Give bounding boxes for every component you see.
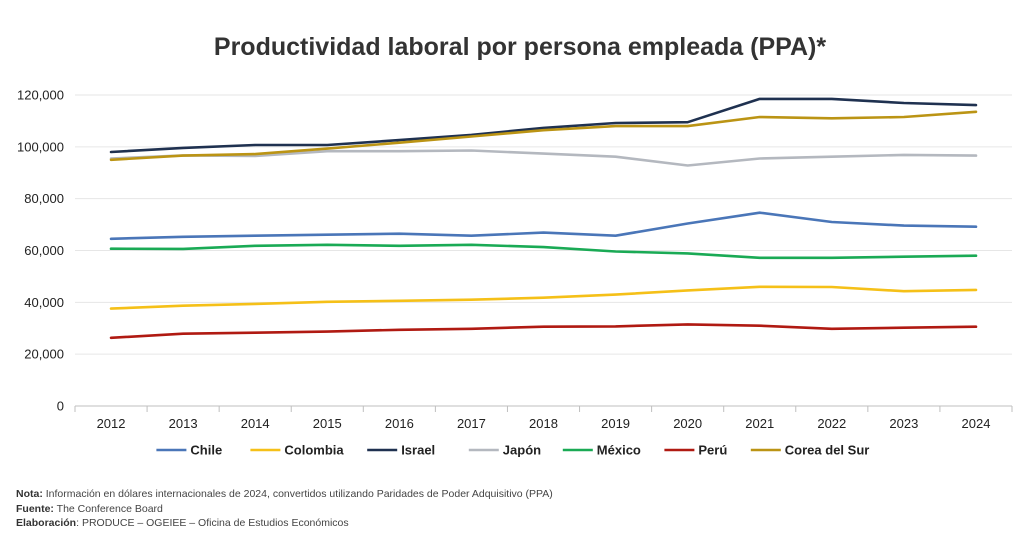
elaboration-line: Elaboración: PRODUCE – OGEIEE – Oficina … [16, 517, 349, 529]
x-tick-label: 2018 [529, 416, 558, 431]
y-tick-label: 80,000 [24, 191, 64, 206]
legend-item-corea-del-sur: Corea del Sur [750, 443, 870, 458]
x-tick-label: 2024 [962, 416, 991, 431]
series-line-mexico [109, 243, 978, 260]
footnotes: Nota: Información en dólares internacion… [16, 487, 553, 531]
series-line-corea-del-sur [109, 110, 978, 162]
series-line-peru [109, 323, 978, 340]
series-line-colombia [109, 285, 978, 310]
legend-label: Colombia [284, 443, 344, 458]
y-tick-label: 0 [57, 399, 64, 414]
legend-item-israel: Israel [367, 443, 435, 458]
y-tick-label: 20,000 [24, 347, 64, 362]
note-line: Nota: Información en dólares internacion… [16, 488, 553, 500]
legend-item-chile: Chile [156, 443, 222, 458]
legend-label: México [597, 443, 641, 458]
axes: 0 20,000 40,000 60,000 80,000 100,000 120,000 2… [17, 88, 1013, 431]
legend-label: Chile [190, 443, 222, 458]
legend-item-japon: Japón [468, 443, 541, 458]
legend-item-colombia: Colombia [250, 443, 344, 458]
legend: Chile Colombia Israel Japón México Perú Corea … [156, 443, 869, 458]
source-line: Fuente: The Conference Board [16, 502, 163, 515]
x-tick-label: 2017 [457, 416, 486, 431]
x-tick-label: 2016 [385, 416, 414, 431]
legend-item-peru: Perú [664, 443, 727, 458]
x-tick-label: 2023 [889, 416, 918, 431]
chart-title: Productividad laboral por persona emplea… [214, 33, 826, 61]
series-line-japon [109, 149, 978, 167]
x-tick-label: 2015 [313, 416, 342, 431]
y-tick-label: 40,000 [24, 295, 64, 310]
y-tick-label: 120,000 [17, 88, 64, 103]
series-line-israel [109, 97, 978, 154]
legend-item-mexico: México [562, 443, 641, 458]
x-tick-label: 2012 [97, 416, 126, 431]
y-tick-label: 60,000 [24, 243, 64, 258]
series-lines [109, 97, 978, 340]
x-tick-label: 2022 [817, 416, 846, 431]
x-tick-label: 2020 [673, 416, 702, 431]
x-tick-label: 2019 [601, 416, 630, 431]
legend-label: Japón [503, 443, 541, 458]
legend-label: Perú [698, 443, 727, 458]
x-tick-label: 2014 [241, 416, 270, 431]
x-tick-label: 2013 [169, 416, 198, 431]
x-tick-label: 2021 [745, 416, 774, 431]
y-tick-label: 100,000 [17, 139, 64, 154]
series-line-chile [109, 211, 978, 241]
legend-label: Corea del Sur [785, 443, 870, 458]
legend-label: Israel [401, 443, 435, 458]
